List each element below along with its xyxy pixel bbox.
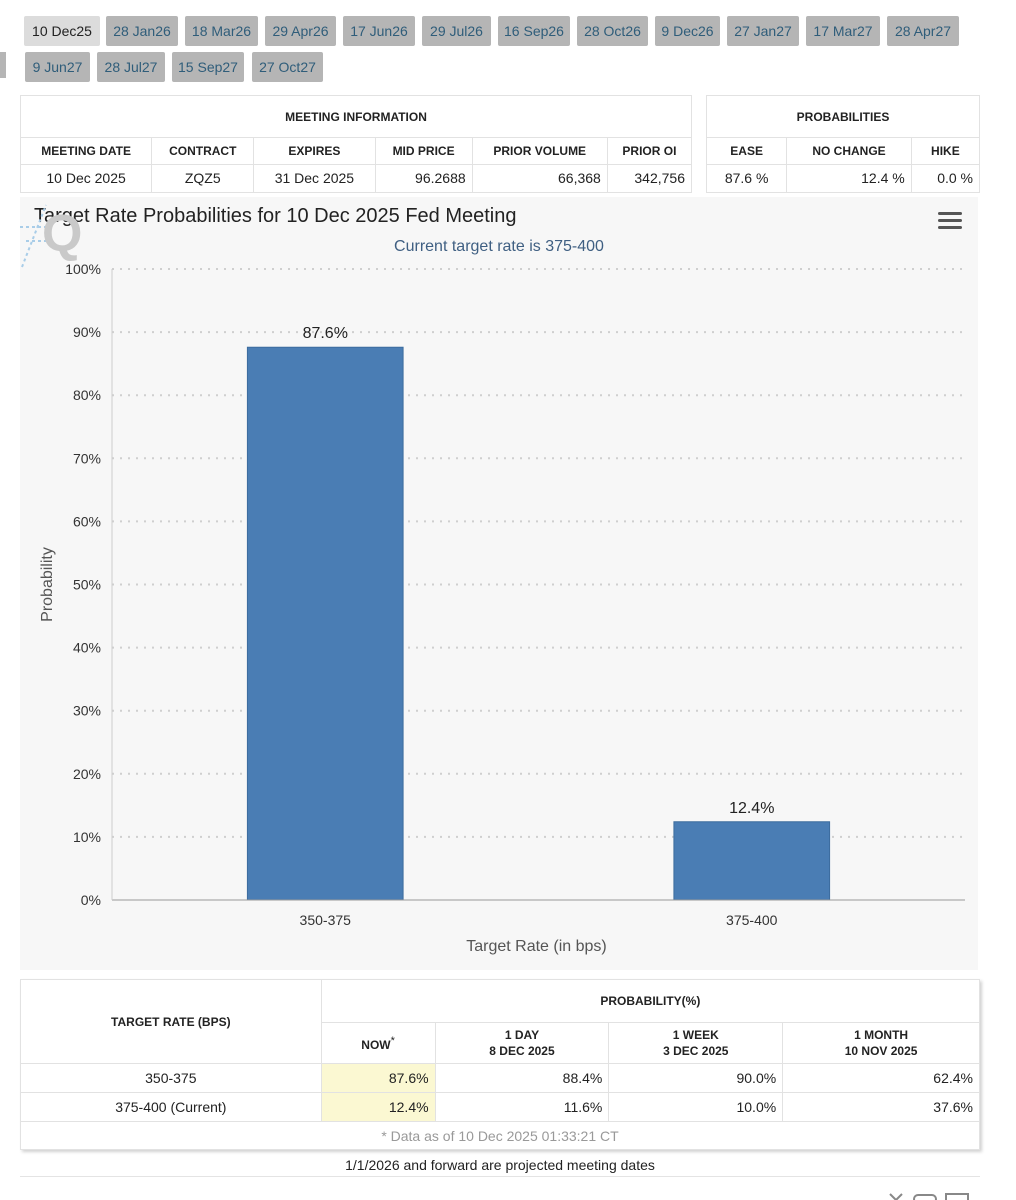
rate-cell: 375-400 (Current) — [20, 1092, 322, 1122]
y-tick-label: 100% — [65, 261, 101, 277]
now-cell: 87.6% — [320, 1063, 436, 1093]
month-cell: 62.4% — [782, 1063, 980, 1093]
week-cell: 10.0% — [608, 1092, 784, 1122]
x-tick-label: 375-400 — [726, 912, 778, 928]
y-tick-label: 10% — [73, 829, 101, 845]
chart-gridlines — [112, 268, 965, 838]
col-meeting-date: MEETING DATE — [19, 137, 153, 165]
one-day-header: 1 DAY 8 DEC 2025 — [434, 1022, 610, 1064]
week-cell: 90.0% — [608, 1063, 784, 1093]
no-change-value: 12.4 % — [786, 163, 912, 194]
probabilities-table: PROBABILITIES EASE NO CHANGE HIKE 87.6 %… — [705, 94, 981, 194]
tab-10-dec25[interactable]: 10 Dec25 — [24, 16, 100, 46]
tab-29-jul26[interactable]: 29 Jul26 — [422, 16, 491, 46]
tab-28-jul27[interactable]: 28 Jul27 — [97, 52, 165, 82]
tab-18-mar26[interactable]: 18 Mar26 — [185, 16, 258, 46]
svg-text:Q: Q — [42, 205, 82, 263]
y-tick-label: 60% — [73, 513, 101, 529]
data-label: 12.4% — [729, 800, 774, 817]
quikstrike-watermark-icon: Q — [20, 204, 82, 268]
now-header: NOW* — [320, 1022, 436, 1064]
tab-17-mar27[interactable]: 17 Mar27 — [806, 16, 880, 46]
target-rate-header: TARGET RATE (BPS) — [20, 979, 322, 1064]
meeting-information-table: MEETING INFORMATION MEETING DATE CONTRAC… — [19, 94, 693, 194]
x-axis-title: Target Rate (in bps) — [466, 938, 607, 955]
tab-27-jan27[interactable]: 27 Jan27 — [727, 16, 799, 46]
rate-cell: 350-375 — [20, 1063, 322, 1093]
tab-9-jun27[interactable]: 9 Jun27 — [25, 52, 90, 82]
data-label: 87.6% — [303, 325, 348, 342]
tab-17-jun26[interactable]: 17 Jun26 — [343, 16, 415, 46]
ease-value: 87.6 % — [705, 163, 788, 194]
contract-value: ZQZ5 — [151, 163, 255, 194]
day-cell: 88.4% — [434, 1063, 610, 1093]
y-tick-label: 20% — [73, 766, 101, 782]
day-cell: 11.6% — [434, 1092, 610, 1122]
tab-28-jan26[interactable]: 28 Jan26 — [106, 16, 178, 46]
y-tick-label: 30% — [73, 703, 101, 719]
table-row: 350-375 87.6% 88.4% 90.0% 62.4% — [20, 1063, 980, 1093]
col-prior-oi: PRIOR OI — [606, 137, 693, 165]
data-timestamp-footnote: * Data as of 10 Dec 2025 01:33:21 CT — [20, 1121, 980, 1150]
probabilities-title: PROBABILITIES — [706, 94, 980, 139]
bar-375-400[interactable] — [673, 821, 831, 901]
col-prior-volume: PRIOR VOLUME — [471, 137, 608, 165]
meeting-date-value: 10 Dec 2025 — [19, 163, 153, 194]
col-ease: EASE — [705, 137, 788, 165]
y-axis-title: Probability — [39, 547, 56, 622]
footer-icons-peek — [889, 1193, 969, 1200]
col-hike: HIKE — [910, 137, 981, 165]
now-cell: 12.4% — [320, 1092, 436, 1122]
chart-menu-icon[interactable] — [938, 212, 962, 230]
expires-value: 31 Dec 2025 — [253, 163, 376, 194]
y-tick-label: 0% — [81, 892, 101, 908]
bar-350-375[interactable] — [246, 346, 404, 901]
meeting-information-title: MEETING INFORMATION — [20, 94, 692, 139]
one-week-header: 1 WEEK 3 DEC 2025 — [608, 1022, 784, 1064]
probability-header: PROBABILITY(%) — [320, 979, 981, 1023]
prior-oi-value: 342,756 — [606, 163, 693, 194]
tab-27-oct27[interactable]: 27 Oct27 — [252, 52, 323, 82]
tab-15-sep27[interactable]: 15 Sep27 — [172, 52, 244, 82]
y-tick-label: 80% — [73, 387, 101, 403]
chart-subtitle: Current target rate is 375-400 — [394, 238, 604, 255]
x-tick-label: 350-375 — [300, 912, 352, 928]
hike-value: 0.0 % — [910, 163, 981, 194]
y-tick-label: 40% — [73, 640, 101, 656]
y-axis-ticks: 0% 10% 20% 30% 40% 50% 60% 70% 80% 90% 100% — [65, 261, 101, 908]
col-no-change: NO CHANGE — [786, 137, 912, 165]
meeting-date-tabs: 10 Dec25 28 Jan26 18 Mar26 29 Apr26 17 J… — [0, 0, 1016, 90]
col-expires: EXPIRES — [253, 137, 376, 165]
prior-volume-value: 66,368 — [471, 163, 608, 194]
month-cell: 37.6% — [782, 1092, 980, 1122]
tab-9-dec26[interactable]: 9 Dec26 — [655, 16, 720, 46]
divider — [20, 1176, 980, 1177]
chart-bars: 87.6% 350-375 12.4% 375-400 — [246, 325, 831, 928]
target-rate-chart: Target Rate Probabilities for 10 Dec 202… — [20, 197, 978, 970]
tab-16-sep26[interactable]: 16 Sep26 — [498, 16, 570, 46]
chart-title: Target Rate Probabilities for 10 Dec 202… — [34, 205, 517, 227]
tab-28-apr27[interactable]: 28 Apr27 — [887, 16, 959, 46]
mid-price-value: 96.2688 — [374, 163, 473, 194]
y-tick-label: 90% — [73, 324, 101, 340]
probability-history-table: TARGET RATE (BPS) PROBABILITY(%) NOW* 1 … — [20, 979, 981, 1150]
y-tick-label: 70% — [73, 450, 101, 466]
chart-plot-area: 0% 10% 20% 30% 40% 50% 60% 70% 80% 90% 100% 87.6% 3… — [39, 261, 965, 955]
one-month-header: 1 MONTH 10 NOV 2025 — [782, 1022, 980, 1064]
tab-28-oct26[interactable]: 28 Oct26 — [577, 16, 648, 46]
tab-29-apr26[interactable]: 29 Apr26 — [265, 16, 336, 46]
y-tick-label: 50% — [73, 577, 101, 593]
projected-dates-note: 1/1/2026 and forward are projected meeti… — [345, 1157, 655, 1173]
table-row: 375-400 (Current) 12.4% 11.6% 10.0% 37.6… — [20, 1092, 980, 1122]
col-mid-price: MID PRICE — [374, 137, 473, 165]
tab-overflow-stub — [0, 52, 6, 78]
col-contract: CONTRACT — [151, 137, 255, 165]
